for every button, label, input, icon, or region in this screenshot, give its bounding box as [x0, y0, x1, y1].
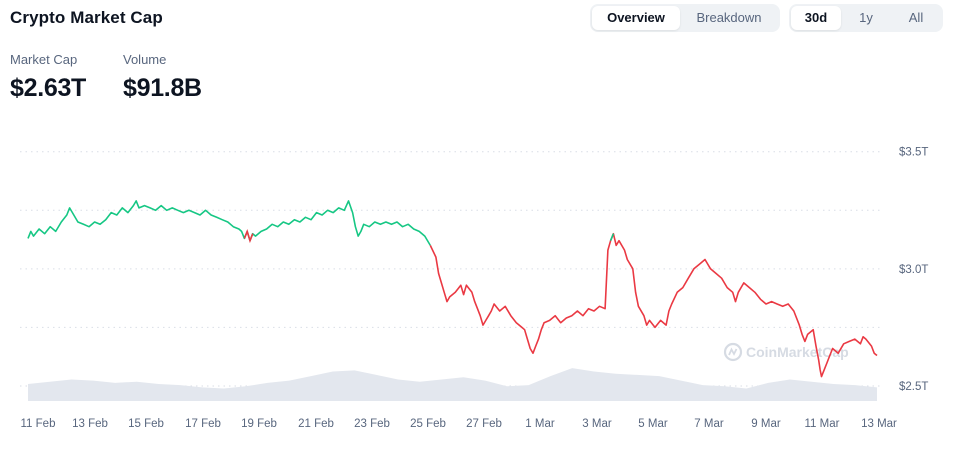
market-cap-value: $2.63T	[10, 74, 87, 102]
y-tick-label: $3.5T	[899, 147, 928, 159]
x-tick-label: 3 Mar	[582, 418, 612, 430]
price-line-dip	[243, 228, 254, 244]
x-tick-label: 17 Feb	[185, 418, 221, 430]
x-tick-label: 25 Feb	[410, 418, 446, 430]
tab-overview[interactable]: Overview	[592, 6, 680, 30]
view-toggle: Overview Breakdown	[590, 4, 780, 32]
range-toggle: 30d 1y All	[789, 4, 943, 32]
x-tick-label: 21 Feb	[298, 418, 334, 430]
volume-area	[28, 368, 877, 401]
market-cap-label: Market Cap	[10, 52, 78, 67]
page-title: Crypto Market Cap	[10, 8, 163, 27]
watermark-text: CoinMarketCap	[746, 344, 849, 360]
y-tick-label: $2.5T	[899, 381, 928, 393]
range-1y-button[interactable]: 1y	[859, 10, 873, 25]
coinmarketcap-logo-icon	[723, 342, 743, 362]
x-tick-label: 23 Feb	[354, 418, 390, 430]
x-tick-label: 13 Feb	[72, 418, 108, 430]
watermark: CoinMarketCap	[723, 342, 849, 362]
x-tick-label: 15 Feb	[128, 418, 164, 430]
x-tick-label: 7 Mar	[694, 418, 724, 430]
x-tick-label: 19 Feb	[241, 418, 277, 430]
x-tick-label: 9 Mar	[751, 418, 781, 430]
volume-label: Volume	[123, 52, 167, 67]
x-tick-label: 27 Feb	[466, 418, 502, 430]
x-tick-label: 13 Mar	[861, 418, 897, 430]
volume-value: $91.8B	[123, 74, 202, 102]
price-line-up	[27, 200, 431, 246]
x-tick-label: 5 Mar	[638, 418, 668, 430]
tab-breakdown[interactable]: Breakdown	[696, 10, 762, 25]
price-line-blip	[609, 233, 615, 241]
range-all-button[interactable]: All	[908, 10, 924, 25]
range-30d-button[interactable]: 30d	[791, 6, 841, 30]
y-tick-label: $3.0T	[899, 264, 928, 276]
x-tick-label: 1 Mar	[525, 418, 555, 430]
x-tick-label: 11 Mar	[805, 418, 840, 430]
price-line-down	[429, 232, 878, 378]
x-tick-label: 11 Feb	[21, 418, 56, 430]
